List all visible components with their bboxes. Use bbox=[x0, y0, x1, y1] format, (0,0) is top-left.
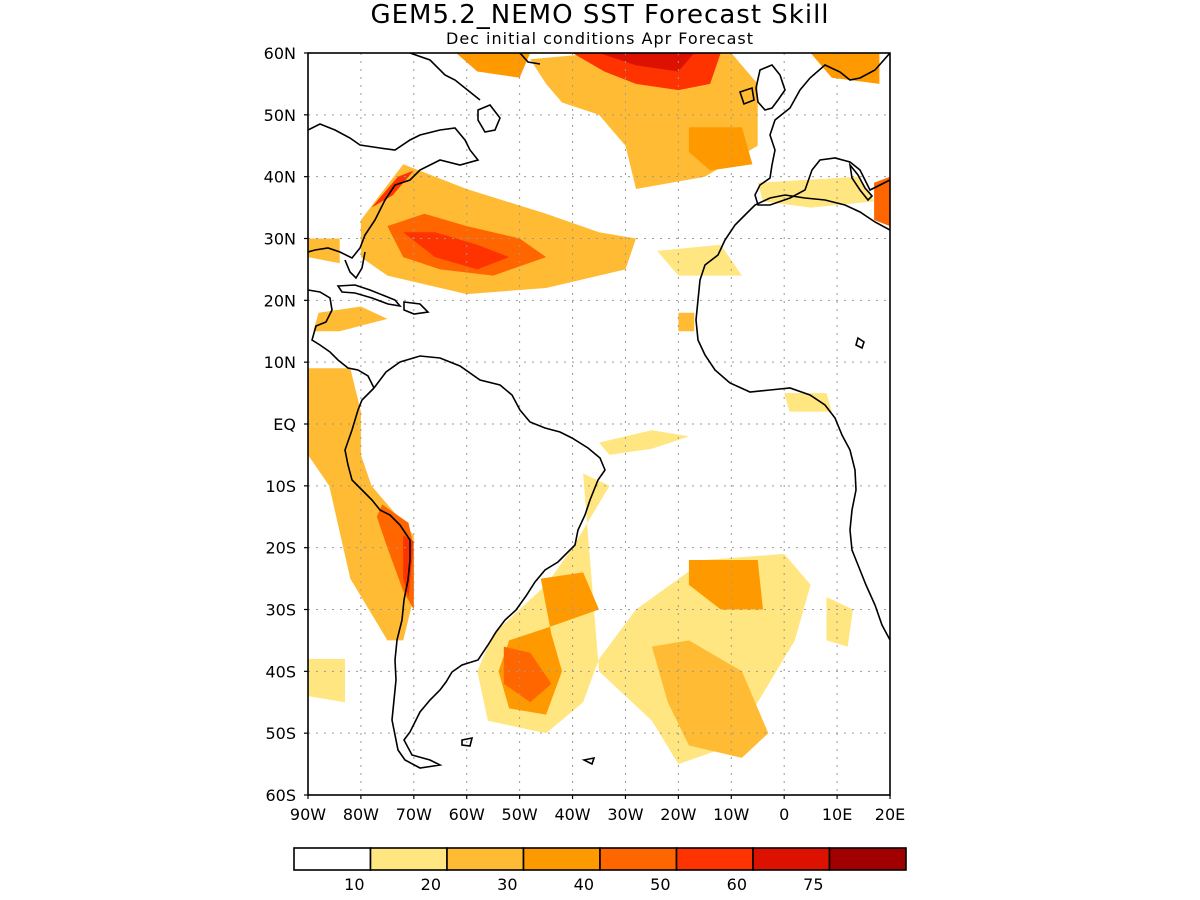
lon-tick-label: 0 bbox=[779, 805, 789, 824]
lat-tick-label: 60S bbox=[265, 786, 296, 805]
skill-region-southern-ocean-patch bbox=[308, 659, 345, 703]
lat-tick-label: 10S bbox=[265, 477, 296, 496]
colorbar-label: 10 bbox=[344, 875, 364, 894]
skill-region-labrador-patch bbox=[456, 53, 531, 78]
hispaniola-coast bbox=[403, 301, 430, 315]
newfoundland-coast bbox=[477, 104, 501, 133]
map-title: GEM5.2_NEMO SST Forecast Skill bbox=[370, 0, 830, 30]
lat-tick-label: 50N bbox=[264, 106, 296, 125]
skill-region-gulf-of-guinea bbox=[784, 393, 832, 412]
colorbar-label: 75 bbox=[803, 875, 823, 894]
lon-tick-label: 10E bbox=[822, 805, 852, 824]
lat-tick-label: 30N bbox=[264, 230, 296, 249]
lat-tick-label: EQ bbox=[273, 415, 296, 434]
skill-region-brazil-current-peak bbox=[503, 646, 552, 703]
lat-tick-label: 50S bbox=[265, 724, 296, 743]
skill-region-peru-chile-peak bbox=[403, 535, 414, 598]
british-isles-coast bbox=[738, 64, 786, 111]
skill-region-west-africa-patch bbox=[678, 312, 695, 332]
colorbar-swatch bbox=[675, 847, 754, 871]
lon-tick-label: 90W bbox=[290, 805, 326, 824]
skill-region-mid-atlantic-north bbox=[657, 244, 742, 276]
madagascar-edge bbox=[855, 336, 865, 350]
longitude-labels: 90W 80W 70W 60W 50W 40W 30W 20W 10W 0 10E 20E bbox=[290, 795, 905, 824]
florida-coast bbox=[344, 251, 366, 280]
lon-tick-label: 10W bbox=[713, 805, 749, 824]
colorbar: 10 20 30 40 50 60 75 bbox=[293, 847, 907, 894]
colorbar-label: 20 bbox=[421, 875, 441, 894]
greenland-iceland-coast bbox=[519, 53, 541, 65]
cuba-coast bbox=[336, 284, 402, 308]
lat-tick-label: 60N bbox=[264, 44, 296, 63]
lat-tick-label: 40N bbox=[264, 168, 296, 187]
south-america-coast bbox=[344, 355, 606, 769]
falkland-islands bbox=[461, 736, 474, 747]
north-america-coast bbox=[308, 123, 480, 260]
lat-tick-label: 30S bbox=[265, 601, 296, 620]
africa-coast bbox=[695, 194, 890, 641]
lon-tick-label: 80W bbox=[343, 805, 379, 824]
skill-region-caribbean-patch bbox=[313, 306, 388, 332]
skill-region-gulf-of-mexico bbox=[308, 238, 340, 264]
colorbar-label: 50 bbox=[650, 875, 670, 894]
central-america-coast bbox=[308, 289, 375, 389]
colorbar-label: 40 bbox=[574, 875, 594, 894]
lon-tick-label: 30W bbox=[607, 805, 643, 824]
lat-tick-label: 20S bbox=[265, 539, 296, 558]
lat-tick-label: 20N bbox=[264, 291, 296, 310]
colorbar-swatch bbox=[752, 847, 831, 871]
lat-tick-label: 40S bbox=[265, 662, 296, 681]
colorbar-swatch bbox=[293, 847, 372, 871]
lon-tick-label: 70W bbox=[396, 805, 432, 824]
skill-shading bbox=[308, 53, 890, 765]
skill-region-eastern-pacific-coast bbox=[308, 368, 414, 641]
colorbar-swatch bbox=[369, 847, 448, 871]
south-georgia bbox=[581, 756, 596, 766]
skill-region-south-atlantic-south bbox=[651, 640, 769, 758]
labrador-coast bbox=[409, 53, 481, 101]
lon-tick-label: 60W bbox=[449, 805, 485, 824]
colorbar-swatch bbox=[828, 847, 907, 871]
graticule bbox=[308, 53, 890, 795]
skill-region-aegean-hotspot bbox=[874, 176, 890, 227]
coastlines bbox=[308, 53, 890, 769]
lon-tick-label: 20E bbox=[875, 805, 905, 824]
lon-tick-label: 50W bbox=[502, 805, 538, 824]
europe-coast bbox=[754, 53, 890, 206]
skill-region-benguela-patch bbox=[826, 597, 853, 647]
lat-tick-label: 10N bbox=[264, 353, 296, 372]
lon-tick-label: 20W bbox=[660, 805, 696, 824]
colorbar-swatch bbox=[522, 847, 601, 871]
map-subtitle: Dec initial conditions Apr Forecast bbox=[446, 29, 754, 48]
latitude-labels: 60N 50N 40N 30N 20N 10N EQ 10S 20S 30S 40S 50S 60S bbox=[264, 44, 308, 805]
skill-region-equatorial-atlantic bbox=[599, 430, 689, 455]
skill-region-subpolar-peak bbox=[599, 53, 695, 72]
colorbar-label: 30 bbox=[497, 875, 517, 894]
colorbar-swatch bbox=[599, 847, 678, 871]
italy-coast bbox=[848, 162, 874, 202]
skill-region-north-atlantic-30n-peak bbox=[403, 232, 510, 270]
colorbar-swatch bbox=[446, 847, 525, 871]
colorbar-label: 60 bbox=[727, 875, 747, 894]
skill-region-south-atlantic-gyre bbox=[688, 560, 763, 610]
skill-region-iberia-shelf bbox=[688, 127, 753, 171]
lon-tick-label: 40W bbox=[554, 805, 590, 824]
